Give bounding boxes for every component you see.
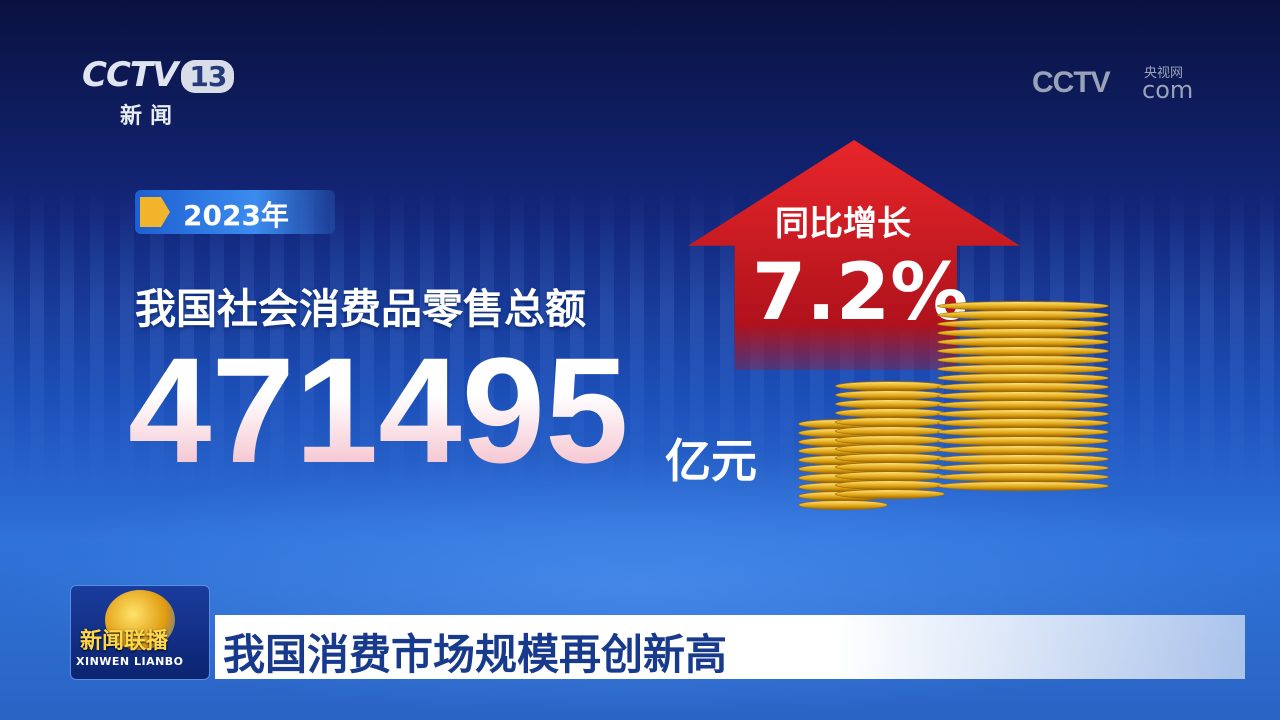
program-name-cn: 新闻联播 [80,629,169,654]
globe-icon [105,590,175,650]
year-badge: 2023年 [135,190,335,234]
growth-value: 7.2% [752,248,969,338]
stat-value: 471495 [128,326,629,494]
growth-label: 同比增长 [775,204,911,244]
watermark-domain: com [1142,76,1194,104]
headline-banner: 我国消费市场规模再创新高 [215,615,1245,679]
cctv13-logo: CCTV 13 [82,55,235,95]
channel-subtitle: 新闻 [120,104,181,129]
coin-stack-large [937,301,1109,491]
coin [798,500,888,510]
coin-stack-medium [835,381,945,499]
stat-unit: 亿元 [665,434,757,488]
cctv-com-watermark: CCTV [1032,66,1111,99]
cctv-brand: CCTV [82,55,178,95]
coin [937,481,1109,491]
watermark-cn: 央视网 [1144,66,1184,81]
channel-number: 13 [181,60,235,93]
program-name-en: XINWEN LIANBO [76,655,184,668]
stat-title: 我国社会消费品零售总额 [135,285,586,333]
coin [835,489,945,499]
